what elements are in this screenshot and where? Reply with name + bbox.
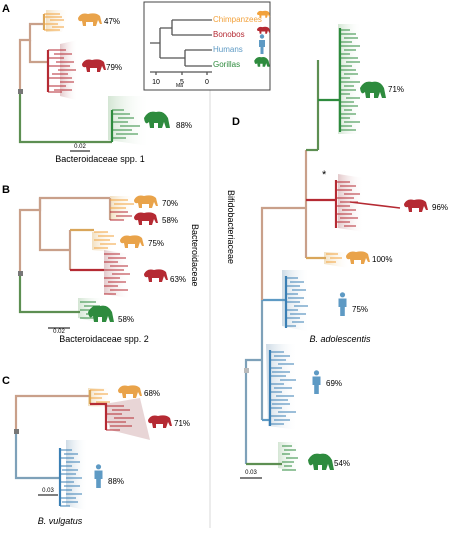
panel-d-gorilla2-leaves [282,445,298,471]
panel-b-gorilla-leaves [80,301,102,319]
panel-c-pct-human: 88% [108,477,124,486]
panel-a-pct-chimp: 47% [104,17,120,26]
panel-d-family-label: Bifidobacteriaceae [226,190,236,264]
panel-d-human2-icon [312,370,321,394]
panel-c-human-icon [94,464,103,488]
panel-c-letter: C [2,375,10,387]
panel-c-scale-label: 0.03 [42,488,54,494]
human-icon [259,34,265,54]
legend-box: 10 5 0 Ma Chimpanzees Bonobos Humans Gor… [143,1,271,91]
panel-d-human1-icon [338,292,347,316]
panel-a-bonobo-icon [82,59,106,72]
panel-a-gorilla-icon [144,111,170,128]
bonobo-icon [257,26,271,34]
panel-a-bonobo-leaves [48,49,76,93]
panel-b-chimp2-icon [120,235,144,248]
panel-b-gorilla-icon [88,305,114,322]
panel-b-root-marker [18,271,23,276]
panel-c-bonobo-leaves [106,405,134,431]
panel-b-bonobo2-icon [144,269,168,282]
panel-a-pct-bonobo: 79% [106,63,122,72]
panel-a-pct-gorilla: 88% [176,121,192,130]
panel-b-letter: B [2,184,10,196]
panel-b-chimp-clade2-shade [92,232,116,252]
gorilla-icon [254,56,270,67]
panel-b-title: Bacteroidaceae spp. 2 [59,334,149,344]
panel-b-scale-label: 0.02 [53,329,65,335]
panel-d-pct-bonobo: 96% [432,203,448,212]
panel-b-bonobo-leaves2 [104,253,130,295]
panel-a-scale-label: 0.02 [74,144,86,150]
panel-d-chimp-icon [346,251,370,264]
panel-d-bonobo-long-branch [349,201,401,209]
panel-d-bonobo-icon [404,199,428,212]
panel-c-bonobo-icon [148,415,172,428]
panel-d-pct-gorilla1: 71% [388,85,404,94]
panel-d-root-marker [244,368,249,373]
panel-b-pct-gorilla: 58% [118,315,134,324]
panel-b-pct-chimp1: 70% [162,199,178,208]
panel-d-star: * [322,169,327,181]
panel-b-bonobo-leaves1 [110,211,132,221]
panel-b-pct-bonobo2: 63% [170,275,186,284]
legend-tick-5: 5 [180,79,184,86]
panel-d-chimp-clade-shade [324,252,350,268]
panel-c-pct-bonobo: 71% [174,419,190,428]
panel-c-root-marker [14,429,19,434]
legend-label-bonobos: Bonobos [213,30,245,39]
panel-d-chimp-leaves [326,253,342,263]
panel-c-human-leaves [60,449,82,507]
panel-d-pct-chimp: 100% [372,255,392,264]
panel-c-tree [14,390,108,506]
panel-d-scale-label: 0.03 [245,470,257,476]
panel-d-gorilla2-icon [308,453,334,470]
panel-d-pct-human2: 69% [326,379,342,388]
panel-a-chimp-clade-shade [46,10,70,32]
chimpanzee-icon [257,10,271,18]
panel-b-chimp-leaves2 [94,231,116,249]
panel-c-chimp-icon [118,385,142,398]
panel-d-human1-leaves [286,277,308,327]
panel-d-label-human1: B. adolescentis [309,334,371,344]
panel-d-gorilla1-leaves [340,29,360,131]
panel-a-root-marker [18,89,23,94]
panel-d-gorilla1-icon [360,81,386,98]
panel-a-chimp-icon [78,13,102,26]
legend-tree [150,19,212,75]
panel-b-chimp1-icon [134,195,158,208]
panel-a-letter: A [2,3,10,15]
panel-c: C 68% 71% 88% [2,375,190,526]
panel-d: D Bifidobacteriaceae [226,24,448,479]
panel-d-human2-leaves [270,351,296,425]
panel-a-chimp-leaves [44,13,64,31]
panel-a: A 47% 79% 88% [2,3,192,164]
panel-a-gorilla-leaves [112,109,140,139]
panel-c-bonobo-clade-shade [104,398,150,440]
panel-d-pct-human1: 75% [352,305,368,314]
panel-d-bonobo-leaves [336,181,360,227]
panel-b-pct-chimp2: 75% [148,239,164,248]
panel-c-pct-chimp: 68% [144,389,160,398]
panel-b-chimp-leaves1 [110,199,134,209]
panel-d-pct-gorilla2: 54% [334,459,350,468]
panel-c-chimp-leaves [90,389,110,403]
legend-label-chimpanzees: Chimpanzees [213,15,262,24]
legend-tick-10: 10 [152,79,160,86]
panel-c-title: B. vulgatus [38,516,83,526]
legend-label-gorillas: Gorillas [213,60,240,69]
panel-b-bonobo1-icon [134,212,158,225]
panel-b: B 70% [2,184,200,344]
legend-label-humans: Humans [213,45,243,54]
legend-axis-unit: Ma [176,83,183,89]
panel-b-pct-bonobo1: 58% [162,216,178,225]
panel-b-family-label: Bacteroidaceae [190,224,200,287]
legend-tick-0: 0 [205,79,209,86]
panel-a-title: Bacteroidaceae spp. 1 [55,154,145,164]
panel-d-letter: D [232,116,240,128]
panel-b-tree [18,196,112,314]
